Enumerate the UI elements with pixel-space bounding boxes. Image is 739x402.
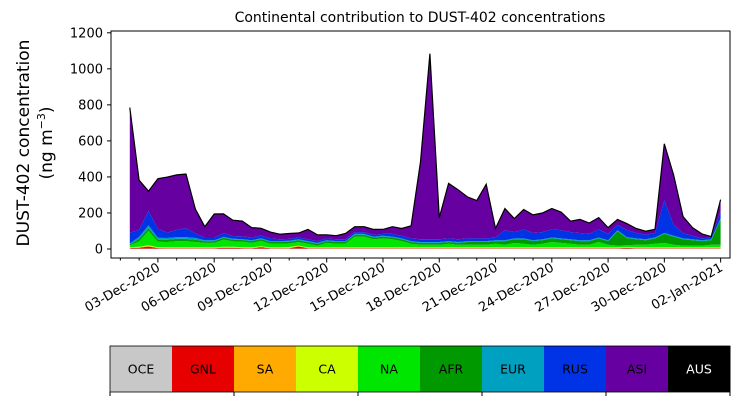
legend-swatch-aus	[668, 346, 731, 392]
area-gnl	[129, 246, 721, 249]
legend-swatch-gnl	[172, 346, 235, 392]
y-tick-label: 400	[78, 170, 103, 185]
stacked-areas	[129, 53, 722, 249]
legend-swatch-oce	[110, 346, 173, 392]
legend-colorbar: OCE GNL SA CA NA AFR EUR RUS ASI AUS	[109, 345, 731, 396]
legend-label-oce: OCE	[128, 362, 155, 377]
legend-swatch-afr	[420, 346, 483, 392]
legend-swatch-sa	[234, 346, 297, 392]
legend-label-ca: CA	[318, 362, 336, 377]
legend-label-asi: ASI	[627, 362, 647, 377]
y-axis-unit: (ng m	[37, 129, 57, 179]
legend-label-na: NA	[380, 362, 398, 377]
y-tick-label: 200	[78, 206, 103, 221]
y-tick-label: 1000	[70, 62, 103, 77]
legend-swatch-na	[358, 346, 421, 392]
area-asi	[129, 53, 721, 242]
legend-swatch-eur	[482, 346, 545, 392]
y-tick-label: 0	[95, 242, 103, 257]
y-tick-label: 600	[78, 134, 103, 149]
legend-label-eur: EUR	[500, 362, 526, 377]
legend-label-rus: RUS	[562, 362, 588, 377]
chart-title: Continental contribution to DUST-402 con…	[235, 10, 606, 26]
legend-swatch-ca	[296, 346, 359, 392]
y-axis-unit-close: )	[37, 106, 57, 113]
total-outline	[129, 53, 722, 238]
area-sa	[129, 246, 721, 249]
area-afr	[129, 219, 721, 246]
legend-border	[109, 345, 731, 393]
area-rus	[129, 200, 721, 244]
legend-swatch-rus	[544, 346, 607, 392]
y-tick-label: 800	[78, 98, 103, 113]
y-axis-label-line1: DUST-402 concentration	[14, 40, 34, 247]
legend-swatch-asi	[606, 346, 669, 392]
y-axis-label: DUST-402 concentration (ng m−3)	[14, 40, 57, 247]
legend-label-sa: SA	[257, 362, 274, 377]
y-tick-label: 1200	[70, 26, 103, 41]
x-axis: 03-Dec-202006-Dec-202009-Dec-202012-Dec-…	[82, 258, 726, 316]
area-na	[129, 230, 721, 248]
area-ca	[129, 245, 721, 248]
legend-label-aus: AUS	[686, 362, 712, 377]
y-axis-unit-exponent: −3	[35, 113, 48, 129]
y-axis: 0 200 400 600 800 1000 1200	[70, 26, 111, 257]
legend-label-gnl: GNL	[190, 362, 216, 377]
legend-label-afr: AFR	[439, 362, 464, 377]
y-axis-label-line2: (ng m−3)	[35, 106, 57, 179]
